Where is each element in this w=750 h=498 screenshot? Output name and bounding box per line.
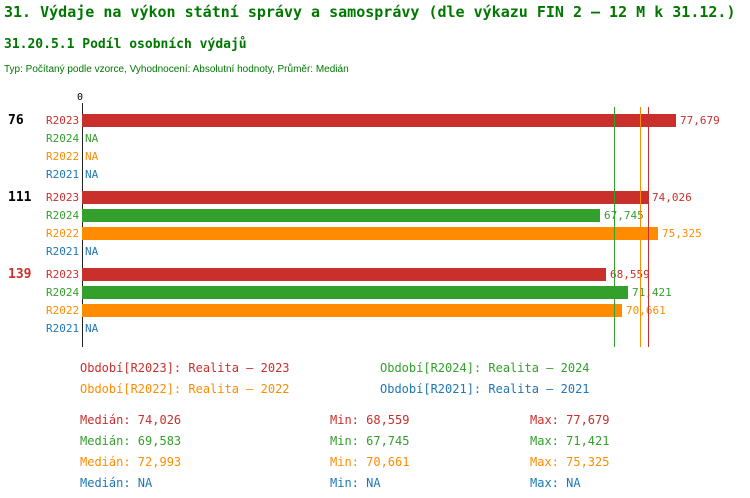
series-label-r2024: R2024 <box>46 132 80 145</box>
bar-value-label: 77,679 <box>680 114 720 127</box>
bar-r2022 <box>82 304 622 317</box>
series-label-r2022: R2022 <box>46 150 80 163</box>
stat-max-r2022: Max: 75,325 <box>530 455 610 469</box>
series-label-r2022: R2022 <box>46 304 80 317</box>
bar-value-label: 67,745 <box>604 209 644 222</box>
series-label-r2021: R2021 <box>46 245 80 258</box>
legend-item-r2023: Období[R2023]: Realita – 2023 <box>80 361 290 375</box>
bar-r2023 <box>82 268 606 281</box>
series-label-r2023: R2023 <box>46 114 80 127</box>
bar-r2024 <box>82 286 628 299</box>
stat-median-r2023: Medián: 74,026 <box>80 413 182 427</box>
legend-item-r2022: Období[R2022]: Realita – 2022 <box>80 382 290 396</box>
na-label: NA <box>85 245 99 258</box>
bar-r2023 <box>82 114 676 127</box>
bar-r2022 <box>82 227 658 240</box>
bar-value-label: 75,325 <box>662 227 702 240</box>
series-label-r2021: R2021 <box>46 322 80 335</box>
group-label: 139 <box>8 267 32 282</box>
bar-value-label: 71,421 <box>632 286 672 299</box>
axis-zero-label: 0 <box>77 92 84 103</box>
median-line-r2022 <box>640 107 641 347</box>
bar-value-label: 74,026 <box>652 191 692 204</box>
bar-value-label: 68,559 <box>610 268 650 281</box>
group-label: 76 <box>8 113 24 128</box>
axis-tick <box>82 103 83 108</box>
series-label-r2022: R2022 <box>46 227 80 240</box>
stat-max-r2021: Max: NA <box>530 476 581 490</box>
stat-min-r2023: Min: 68,559 <box>330 413 410 427</box>
stat-min-r2024: Min: 67,745 <box>330 434 410 448</box>
na-label: NA <box>85 168 99 181</box>
bar-value-label: 70,661 <box>626 304 666 317</box>
stat-min-r2022: Min: 70,661 <box>330 455 410 469</box>
stat-median-r2022: Medián: 72,993 <box>80 455 182 469</box>
bar-r2023 <box>82 191 648 204</box>
report-title: 31. Výdaje na výkon státní správy a samo… <box>4 3 736 21</box>
na-label: NA <box>85 132 99 145</box>
series-label-r2024: R2024 <box>46 209 80 222</box>
bar-r2024 <box>82 209 600 222</box>
stat-median-r2021: Medián: NA <box>80 476 153 490</box>
series-label-r2021: R2021 <box>46 168 80 181</box>
stat-max-r2024: Max: 71,421 <box>530 434 610 448</box>
na-label: NA <box>85 150 99 163</box>
series-label-r2024: R2024 <box>46 286 80 299</box>
legend-item-r2021: Období[R2021]: Realita – 2021 <box>380 382 590 396</box>
stat-min-r2021: Min: NA <box>330 476 381 490</box>
legend-item-r2024: Období[R2024]: Realita – 2024 <box>380 361 590 375</box>
series-label-r2023: R2023 <box>46 268 80 281</box>
median-line-r2023 <box>648 107 649 347</box>
group-label: 111 <box>8 190 32 205</box>
section-title: 31.20.5.1 Podíl osobních výdajů <box>4 37 247 52</box>
series-label-r2023: R2023 <box>46 191 80 204</box>
stat-median-r2024: Medián: 69,583 <box>80 434 182 448</box>
median-line-r2024 <box>614 107 615 347</box>
stat-max-r2023: Max: 77,679 <box>530 413 610 427</box>
chart-meta-line: Typ: Počítaný podle vzorce, Vyhodnocení:… <box>4 64 349 75</box>
na-label: NA <box>85 322 99 335</box>
